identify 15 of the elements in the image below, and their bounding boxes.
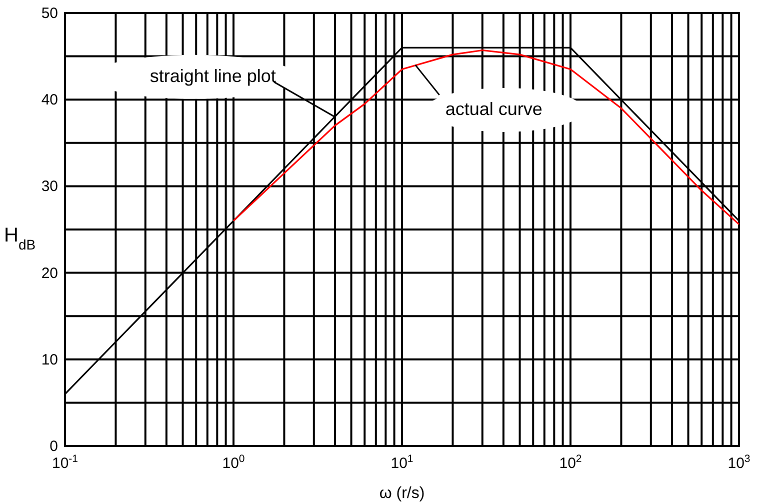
x-axis-title: ω (r/s): [379, 485, 425, 502]
y-axis-title: H$_{dB}$: [4, 224, 36, 252]
x-tick-label: 10$^{-1}$: [52, 453, 78, 472]
y-tick-label: 40: [41, 92, 58, 109]
x-tick-label: 10$^{3}$: [728, 453, 750, 472]
y-tick-label: 20: [41, 264, 58, 282]
y-tick-label: 50: [41, 5, 58, 22]
y-tick-label: 10: [41, 351, 58, 368]
y-tick-label: 30: [41, 178, 58, 196]
x-tick-label: 10$^{0}$: [222, 453, 245, 472]
annotation: actual curve: [445, 98, 542, 119]
x-tick-label: 10$^{1}$: [390, 453, 414, 472]
y-tick-label: 0: [50, 438, 58, 455]
annotation: straight line plot: [150, 66, 276, 86]
x-tick-label: 10$^{2}$: [559, 453, 582, 472]
